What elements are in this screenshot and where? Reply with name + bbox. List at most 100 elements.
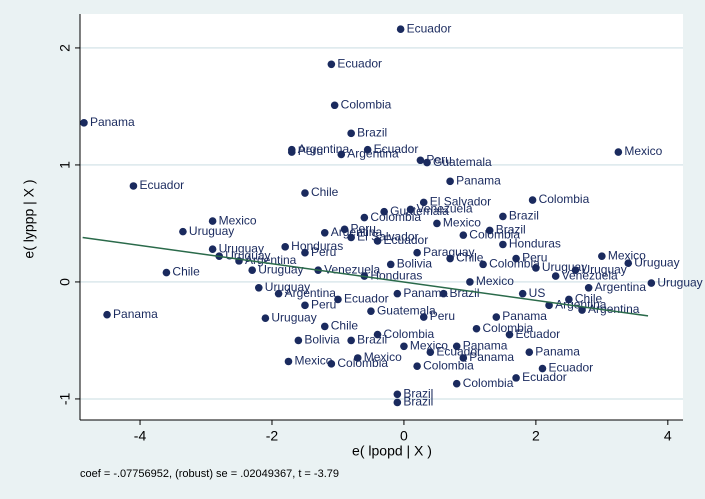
point	[347, 129, 355, 138]
point	[512, 254, 520, 263]
point-label: Argentina	[595, 280, 647, 294]
plot-area	[80, 14, 683, 420]
point	[327, 360, 336, 368]
point-label: Colombia	[423, 358, 474, 372]
point	[334, 295, 342, 304]
point-label: Colombia	[539, 192, 590, 206]
point	[518, 289, 527, 298]
point	[393, 398, 402, 407]
point-label: Peru	[522, 251, 547, 265]
point	[472, 324, 481, 333]
point	[327, 60, 336, 69]
point	[301, 189, 309, 197]
point-label: Panama	[535, 344, 580, 358]
point	[129, 182, 138, 190]
point-label: Uruguay	[657, 275, 702, 289]
point-label: Colombia	[337, 356, 388, 370]
point	[179, 227, 187, 236]
point	[413, 248, 421, 257]
point	[301, 301, 309, 310]
point	[416, 156, 425, 165]
point	[499, 212, 507, 221]
point	[571, 266, 580, 275]
point	[614, 148, 623, 156]
point-label: Chile	[172, 265, 200, 279]
point-label: Uruguay	[581, 262, 626, 276]
point-label: Brazil	[357, 126, 387, 140]
point	[367, 307, 375, 315]
point	[479, 260, 487, 269]
point	[320, 322, 329, 331]
point-label: Panama	[502, 309, 547, 323]
x-tick-label: 2	[532, 428, 540, 444]
point	[360, 213, 369, 222]
point	[208, 245, 217, 253]
point	[80, 119, 88, 127]
point	[406, 205, 415, 214]
point	[565, 295, 573, 304]
point	[330, 101, 339, 110]
point-label: Panama	[463, 338, 508, 352]
point	[433, 219, 441, 228]
point	[103, 310, 111, 319]
point	[545, 301, 553, 310]
point-label: Colombia	[483, 321, 534, 335]
point	[287, 148, 296, 156]
point-label: Uruguay	[271, 310, 316, 324]
point	[162, 268, 171, 277]
point-label: Colombia	[341, 97, 392, 111]
point	[528, 196, 537, 204]
point-label: Honduras	[509, 237, 561, 251]
point	[413, 362, 421, 370]
point-label: Colombia	[489, 257, 540, 271]
point-label: Ecuador	[139, 178, 184, 192]
point-label: Mexico	[443, 216, 481, 230]
point	[647, 279, 656, 287]
point	[373, 330, 382, 339]
point-label: Mexico	[608, 248, 646, 262]
point	[525, 348, 534, 356]
point	[393, 390, 402, 399]
point	[485, 226, 494, 235]
point	[538, 364, 547, 373]
point	[423, 158, 431, 167]
point	[373, 237, 382, 245]
point-label: Peru	[311, 298, 336, 312]
point-label: Peru	[426, 152, 451, 166]
y-tick-label: -1	[57, 393, 73, 406]
point-label: Ecuador	[374, 142, 419, 156]
point-label: Panama	[90, 115, 135, 129]
note: coef = -.07756952, (robust) se = .020493…	[80, 468, 339, 480]
point	[532, 264, 540, 272]
point	[624, 259, 633, 268]
point-label: Ecuador	[407, 21, 452, 35]
point-label: Ecuador	[344, 292, 389, 306]
point	[466, 278, 474, 286]
point-label: Panama	[469, 350, 514, 364]
point	[301, 248, 309, 257]
point-label: Mexico	[364, 350, 402, 364]
point-label: El Salvador	[430, 195, 491, 209]
point-label: Brazil	[496, 223, 526, 237]
point	[452, 379, 461, 388]
point	[284, 357, 293, 366]
point	[261, 314, 270, 323]
point	[446, 177, 454, 186]
point-label: Mexico	[294, 354, 332, 368]
point-label: Panama	[113, 307, 158, 321]
x-tick-label: -4	[134, 428, 147, 444]
point-label: Uruguay	[634, 255, 679, 269]
point-label: El Salvador	[357, 230, 418, 244]
point	[426, 348, 435, 356]
point-label: Chile	[575, 292, 603, 306]
point-label: Panama	[456, 173, 501, 187]
y-tick-label: 2	[57, 44, 73, 52]
point	[512, 374, 520, 382]
point	[340, 225, 349, 234]
x-tick-label: 4	[664, 428, 672, 444]
point-label: Guatemala	[377, 303, 436, 317]
point	[459, 231, 468, 239]
x-tick-label: 0	[400, 428, 408, 444]
point	[320, 228, 329, 237]
point	[363, 145, 372, 154]
